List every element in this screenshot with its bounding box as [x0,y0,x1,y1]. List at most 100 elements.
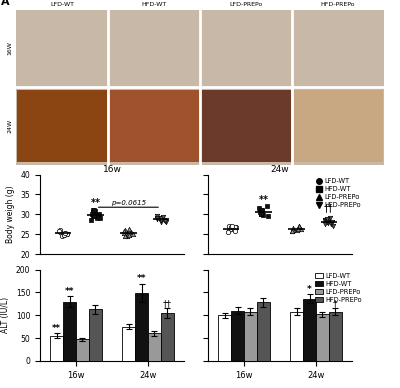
Text: 16W: 16W [7,42,12,55]
Point [62,230,68,236]
Bar [109,90,199,162]
Point [322,217,328,223]
Point [290,225,296,231]
Bar [303,299,316,361]
Point [296,222,303,229]
Text: **: ** [91,197,101,208]
Bar [316,314,329,361]
Point [264,213,271,220]
Bar [201,168,291,239]
Point [124,233,130,239]
Bar [17,168,107,239]
Point [162,219,169,225]
Point [225,229,231,236]
Text: **: ** [52,324,61,333]
Point [296,224,302,230]
Point [153,215,160,221]
Point [161,217,167,223]
Point [63,231,70,237]
Text: LFD-WT: LFD-WT [50,2,74,7]
Point [162,218,168,224]
Point [62,230,68,237]
Point [56,229,63,236]
Point [232,223,239,230]
Bar [109,168,199,239]
Y-axis label: Body weigh (g): Body weigh (g) [6,185,15,243]
Point [89,207,96,213]
Point [298,226,304,232]
Point [256,205,262,211]
Point [160,214,166,220]
Point [328,219,335,225]
Bar [122,327,135,361]
Bar [231,311,244,361]
Point [89,213,96,220]
Point [154,213,160,220]
Point [259,208,265,214]
Point [157,218,164,225]
Point [232,228,238,234]
Point [324,216,330,222]
Text: LFD-PREPo: LFD-PREPo [229,2,263,7]
Text: HFD-WT: HFD-WT [141,2,167,7]
Point [232,224,238,230]
Bar [257,303,270,361]
Bar [17,90,107,162]
Point [126,226,133,232]
Text: †: † [333,299,338,308]
Point [121,228,127,234]
Point [93,212,99,218]
Point [256,209,263,215]
Legend: LFD-WT, HFD-WT, LFD-PREPo, HFD-PREPo: LFD-WT, HFD-WT, LFD-PREPo, HFD-PREPo [315,178,361,208]
Text: **: ** [259,195,269,205]
Point [96,211,102,217]
Text: **: ** [65,287,74,296]
Point [90,210,97,217]
Point [90,206,97,213]
Point [258,211,265,217]
Text: ††: †† [324,203,334,213]
Point [125,231,131,237]
Point [90,209,96,215]
Point [58,233,65,239]
Text: p=0.0615: p=0.0615 [111,200,146,206]
Point [88,217,94,223]
Point [229,223,235,229]
Point [322,218,328,224]
Point [228,224,234,230]
Point [89,211,95,217]
Text: ††: †† [163,299,172,308]
Point [128,229,134,236]
Point [130,231,136,237]
Point [324,217,331,223]
Bar [201,90,291,162]
Point [61,232,67,238]
Bar [76,340,89,361]
Point [228,226,234,232]
Point [156,215,162,222]
Point [289,228,295,234]
Point [154,216,160,222]
Y-axis label: ALT (IU/L): ALT (IU/L) [1,297,10,333]
Point [94,215,100,221]
Point [296,223,302,229]
Bar [50,336,63,361]
Point [258,207,264,213]
Point [258,210,264,217]
Title: 16w: 16w [102,165,122,174]
Point [125,228,132,234]
Point [97,215,104,222]
Point [324,220,331,226]
Bar [329,312,342,361]
Point [121,230,127,237]
Point [126,232,132,238]
Bar [89,309,102,361]
Bar [63,301,76,361]
Bar [244,312,257,361]
Point [226,223,232,229]
Point [122,227,129,234]
Point [288,228,295,234]
Text: HFD-PREPo: HFD-PREPo [321,2,355,7]
Point [122,233,128,239]
Point [294,227,300,234]
